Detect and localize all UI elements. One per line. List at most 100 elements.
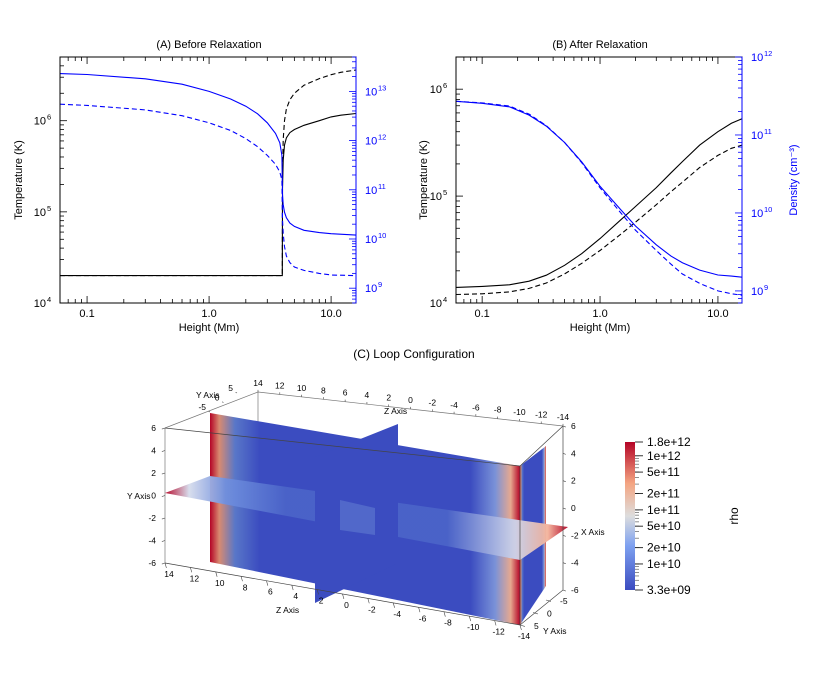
panel-a-xtick-label: 0.1 [79,308,94,320]
x-back-tick-label: 0 [215,393,220,403]
y-left-tick-label: 4 [151,446,156,456]
x-front-tick-label: -5 [560,596,568,606]
panel-a-ytick-label: 10 [34,207,46,219]
x-front-tick-label: 0 [547,609,552,619]
z-top-tick-label: -12 [535,410,548,420]
panel-a-xlabel: Height (Mm) [179,322,240,334]
panel-a-y2tick-exp: 11 [378,182,386,191]
colorbar-label: rho [727,507,741,525]
panel-a-series [59,69,357,277]
panel-b-y2tick-exp: 12 [764,49,772,58]
axis-title-z-back: Z Axis [384,406,407,416]
x-back-tick-label: -5 [198,402,206,412]
panel-b-series-3-line [455,100,743,296]
z-bottom-tick-label: 2 [319,596,324,606]
y-left-tick-mark [161,562,166,565]
z-top-tick-label: 0 [408,395,413,405]
panel-b-series-2-line [455,100,743,278]
z-top-tick-label: -6 [472,402,480,412]
z-bottom-tick-label: -4 [393,609,401,619]
panel-b-series-1-line [455,144,743,296]
y-right-tick-mark [562,453,566,455]
panel-b-y2label: Density (cm⁻³) [788,144,800,215]
colorbar-tick-label: 3.3e+09 [647,583,691,597]
panel-a-y2tick-exp: 9 [378,280,382,289]
panel-b-ytick-exp: 5 [443,188,447,197]
panel-b-y2tick-label: 10 [751,52,763,64]
x-back-tick-mark [221,401,224,403]
panel-a-xticks: 0.1 1.0 10.0 [59,57,342,320]
x-front-tick-mark [545,599,551,602]
panel-b-y2tick-exp: 9 [764,283,768,292]
z-bottom-tick-label: 10 [215,578,225,588]
y-left-tick-mark [161,450,166,452]
x-back-tick-label: 5 [228,383,233,393]
panel-b-y2tick-exp: 11 [764,127,772,136]
panel-a-y2tick-exp: 10 [378,231,386,240]
z-top-tick-label: 4 [365,390,370,400]
z-top-tick-label: -14 [557,412,570,422]
panel-a-title: (A) Before Relaxation [156,39,261,51]
colorbar-tick-label: 1e+12 [647,449,681,463]
z-bottom-tick-label: 0 [344,600,349,610]
panel-b-y2tick-label: 10 [751,130,763,142]
y-right-tick-mark [562,480,566,482]
panel-b-xtick-label: 10.0 [707,308,728,320]
y-right-tick-label: -2 [571,530,579,540]
z-bottom-tick-mark [266,580,269,586]
panel-b-series-0-line [455,118,743,288]
panel-b-ytick-exp: 6 [443,81,447,90]
x-front-tick-label: 5 [534,621,539,631]
z-bottom-tick-mark [164,562,167,568]
axis-title-y-front: Y Axis [543,626,566,636]
panel-a-ytick-exp: 6 [47,113,51,122]
panel-b-ytick-exp: 4 [443,295,447,304]
panel-a-y2tick-label: 10 [365,86,377,98]
z-bottom-tick-label: -10 [467,622,480,632]
z-bottom-tick-label: 12 [190,573,200,583]
axis-title-z-front: Z Axis [276,605,299,615]
z-bottom-tick-label: 6 [268,587,273,597]
panel-a-ylabel: Temperature (K) [13,140,25,219]
z-bottom-tick-mark [291,585,294,591]
panel-b-xtick-label: 1.0 [592,308,607,320]
colorbar-gradient [625,442,635,590]
z-top-tick-label: -10 [513,407,526,417]
panel-b-title: (B) After Relaxation [552,39,647,51]
panel-a-ytick-label: 10 [34,298,46,310]
y-left-tick-mark [161,540,166,542]
y-left-tick-label: -2 [148,513,156,523]
z-bottom-tick-label: 14 [164,569,174,579]
colorbar-tick-label: 1e+11 [647,503,680,517]
colorbar-tick-label: 2e+11 [647,487,680,501]
colorbar-tick-label: 1e+10 [647,557,681,571]
y-right-tick-mark [562,589,566,592]
y-right-tick-mark [562,425,566,428]
panel-b-ytick-label: 10 [430,298,442,310]
panel-a-ytick-label: 10 [34,116,46,128]
z-bottom-tick-label: -6 [419,613,427,623]
y-left-tick-mark [161,427,166,430]
z-bottom-tick-mark [316,589,319,595]
panel-a-y2tick-label: 10 [365,185,377,197]
y-left-tick-mark [161,517,166,520]
y-right-tick-mark [562,507,566,510]
colorbar-tick-label: 5e+10 [647,519,681,533]
slice-cross-glow [340,500,375,535]
panel-a-y2tick-exp: 13 [378,83,386,92]
axis-title-x-front: X Axis [581,527,605,537]
panel-b-xlabel: Height (Mm) [570,322,631,334]
axis-title-y-back: Y Axis [196,390,219,400]
z-top-tick-label: 10 [297,383,307,393]
panel-a-series-2-line [59,73,357,236]
panel-a-frame [59,56,357,304]
y-left-tick-label: -6 [148,558,156,568]
panel-c-title: (C) Loop Configuration [353,347,474,361]
